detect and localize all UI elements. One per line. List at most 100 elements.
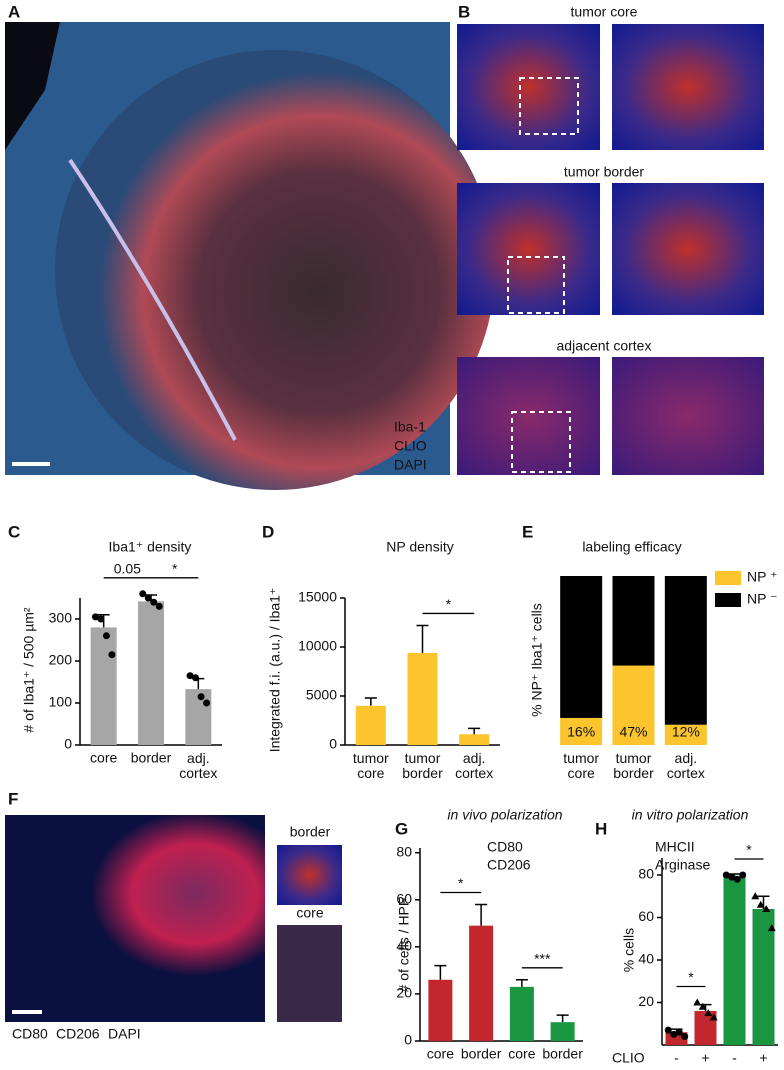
bar [459, 734, 490, 745]
chart-title: Iba1⁺ density [109, 539, 192, 555]
panel-label: E [522, 522, 533, 541]
x-tick-label: tumor core [563, 750, 599, 781]
data-point [751, 892, 760, 900]
panel-label: F [8, 789, 18, 808]
x-tick-label: border [131, 750, 172, 766]
y-axis-label: # of Iba1⁺ / 500 µm² [21, 607, 37, 733]
y-axis-label: Integrated f.i. (a.u.) / Iba1⁺ [267, 588, 283, 753]
legend-entry: CD206 [487, 857, 531, 873]
data-point [762, 905, 771, 912]
inset-title: border [290, 824, 331, 840]
error-bar [416, 624, 429, 653]
panel-label: A [8, 2, 20, 21]
panel-b-images [457, 24, 764, 475]
data-point [108, 651, 116, 659]
row-title: adjacent cortex [557, 338, 652, 354]
panel-label: H [595, 819, 607, 838]
significance-label: * [458, 875, 464, 891]
x-tick-label: - [732, 1050, 737, 1066]
data-point [664, 1026, 672, 1034]
panel-label: C [8, 522, 20, 541]
data-point [722, 871, 730, 879]
legend-entry: CD80 [487, 839, 523, 855]
bar [612, 576, 655, 666]
x-tick-label: tumor border [402, 750, 443, 781]
legend-entry: CD206 [56, 1026, 100, 1042]
data-point [733, 875, 741, 883]
error-bar [556, 1014, 569, 1023]
bar [560, 576, 603, 718]
x-tick-label: + [701, 1050, 709, 1066]
y-axis-label: # of cells / HPF [396, 898, 412, 993]
data-point [91, 613, 99, 621]
y-tick-label: 10000 [298, 638, 337, 654]
y-tick-label: 60 [396, 890, 412, 906]
data-point [704, 1009, 713, 1017]
y-tick-label: 80 [638, 866, 654, 882]
y-tick-label: 80 [396, 843, 412, 859]
legend-entry: DAPI [394, 457, 427, 473]
error-bar [434, 964, 447, 980]
legend-entry: MHCII [655, 839, 695, 855]
data-point [739, 871, 747, 879]
chart-title: in vitro polarization [632, 807, 749, 823]
legend-entry: NP ⁻ [747, 591, 777, 607]
bar [469, 925, 494, 1041]
bar [560, 717, 603, 745]
row-title: tumor border [564, 164, 644, 180]
x-tick-label: tumor core [353, 750, 389, 781]
data-point [203, 699, 211, 707]
data-point [144, 594, 152, 602]
x-axis-label: CLIO [612, 1050, 645, 1066]
x-tick-label: adj. cortex [179, 750, 217, 781]
legend-entry: Arginase [655, 857, 710, 873]
significance-label: * [688, 969, 694, 985]
y-tick-label: 0 [329, 736, 337, 752]
x-tick-label: border [542, 1046, 583, 1062]
y-tick-label: 300 [49, 610, 73, 626]
inset-title: core [296, 905, 323, 921]
bar [664, 724, 707, 745]
significance-label: 0.05 [114, 561, 141, 577]
x-tick-label: adj. cortex [667, 750, 705, 781]
panel-label: D [262, 522, 274, 541]
data-point [693, 998, 702, 1006]
bar [509, 986, 534, 1041]
chart-title: in vivo polarization [447, 807, 562, 823]
legend-swatch [715, 571, 741, 585]
data-point [192, 674, 200, 682]
value-label: 12% [672, 724, 700, 740]
x-tick-label: core [508, 1046, 535, 1062]
bar [355, 705, 386, 745]
bar [428, 979, 453, 1041]
data-point [698, 1002, 707, 1010]
x-tick-label: adj. cortex [455, 750, 493, 781]
significance-label: * [172, 561, 178, 577]
bar [723, 877, 746, 1045]
y-tick-label: 0 [404, 1032, 412, 1048]
error-bar [475, 903, 488, 926]
data-point [709, 1013, 718, 1021]
y-tick-label: 20 [638, 993, 654, 1009]
x-tick-label: + [759, 1050, 767, 1066]
row-title: tumor core [571, 4, 638, 20]
y-tick-label: 200 [49, 652, 73, 668]
bar [664, 576, 707, 725]
legend-entry: CD80 [12, 1026, 48, 1042]
legend-entry: CLIO [394, 438, 427, 454]
data-point [97, 615, 105, 623]
data-point [139, 590, 147, 598]
y-tick-label: 0 [64, 736, 72, 752]
data-point [728, 873, 736, 881]
bar [90, 627, 117, 745]
panel-a-image [5, 22, 495, 490]
y-tick-label: 40 [396, 938, 412, 954]
data-point [670, 1030, 678, 1038]
y-axis-label: % cells [621, 928, 637, 972]
x-tick-label: border [461, 1046, 502, 1062]
data-point [681, 1033, 689, 1040]
data-point [675, 1028, 683, 1036]
y-tick-label: 15000 [298, 589, 337, 605]
error-bar [364, 697, 377, 706]
